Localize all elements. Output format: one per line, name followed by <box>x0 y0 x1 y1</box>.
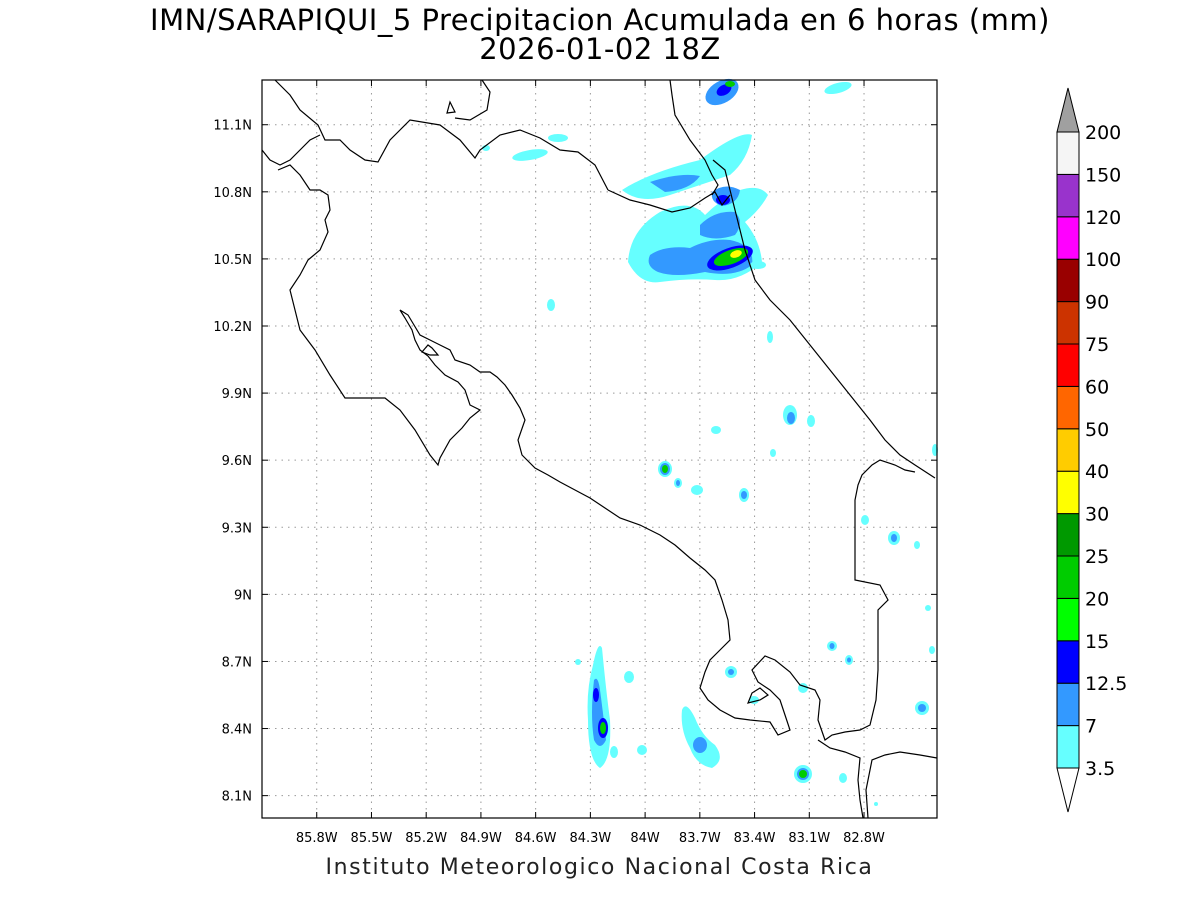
colorbar-swatch <box>1056 216 1080 260</box>
rain-patch-north-top <box>705 78 852 106</box>
lon-tick-label: 85.8W <box>296 831 338 846</box>
lat-tick-label: 8.7N <box>222 655 252 670</box>
colorbar-max-triangle <box>1056 87 1080 133</box>
colorbar-swatch <box>1056 682 1080 727</box>
colorbar-swatch <box>1056 385 1080 430</box>
colorbar-swatch <box>1056 640 1080 684</box>
colorbar-swatch <box>1056 555 1080 599</box>
lon-tick-label: 84.3W <box>569 831 611 846</box>
colorbar-label: 200 <box>1085 122 1121 144</box>
lat-tick-label: 9N <box>234 588 252 603</box>
latitude-axis: 8.1N 8.4N 8.7N 9N 9.3N 9.6N 9.9N 10.2N 10.5N 10.8… <box>213 119 937 805</box>
colorbar-label: 90 <box>1085 292 1109 314</box>
colorbar: 3.5 7 12.5 15 20 25 30 40 50 60 75 90 100 120 150 200 <box>1056 87 1127 813</box>
lat-tick-label: 9.9N <box>222 387 252 402</box>
rain-patch-south <box>575 641 929 806</box>
colorbar-swatch <box>1056 131 1080 175</box>
colorbar-swatch <box>1056 173 1080 218</box>
coastline <box>261 79 938 819</box>
colorbar-label: 40 <box>1085 461 1109 483</box>
map-subtitle: 2026-01-02 18Z <box>479 32 721 66</box>
footer-credit: Instituto Meteorologico Nacional Costa R… <box>325 855 874 880</box>
lon-tick-label: 83.1W <box>788 831 830 846</box>
map-frame <box>261 79 938 819</box>
lat-tick-label: 11.1N <box>213 119 252 134</box>
lon-tick-label: 83.4W <box>734 831 776 846</box>
colorbar-swatch <box>1056 428 1080 472</box>
lat-tick-label: 10.2N <box>213 320 252 335</box>
lat-tick-label: 8.4N <box>222 723 252 738</box>
colorbar-swatch <box>1056 343 1080 387</box>
colorbar-label: 150 <box>1085 164 1121 186</box>
colorbar-swatch <box>1056 258 1080 303</box>
lon-tick-label: 83.7W <box>679 831 721 846</box>
colorbar-label: 120 <box>1085 207 1121 229</box>
colorbar-label: 20 <box>1085 588 1109 610</box>
lon-tick-label: 84.9W <box>460 831 502 846</box>
colorbar-label: 3.5 <box>1085 758 1115 780</box>
lat-tick-label: 9.6N <box>222 454 252 469</box>
lat-tick-label: 8.1N <box>222 790 252 805</box>
colorbar-label: 25 <box>1085 546 1109 568</box>
lat-tick-label: 9.3N <box>222 521 252 536</box>
lon-tick-label: 84W <box>630 831 660 846</box>
lon-tick-label: 85.2W <box>405 831 447 846</box>
lat-tick-label: 10.8N <box>213 186 252 201</box>
colorbar-label: 30 <box>1085 504 1109 526</box>
colorbar-label: 75 <box>1085 334 1109 356</box>
colorbar-swatch <box>1056 597 1080 642</box>
colorbar-swatch <box>1056 513 1080 557</box>
lat-tick-label: 10.5N <box>213 253 252 268</box>
colorbar-label: 60 <box>1085 376 1109 398</box>
colorbar-swatch <box>1056 301 1080 345</box>
colorbar-label: 100 <box>1085 249 1121 271</box>
colorbar-min-triangle <box>1056 767 1080 813</box>
colorbar-swatch <box>1056 470 1080 515</box>
lon-tick-label: 84.6W <box>515 831 557 846</box>
longitude-axis: 85.8W 85.5W 85.2W 84.9W 84.6W 84.3W 84W 83.7W 83… <box>296 80 885 846</box>
colorbar-label: 12.5 <box>1085 673 1127 695</box>
colorbar-label: 15 <box>1085 631 1109 653</box>
rain-patch-main <box>482 134 773 343</box>
precipitation-field <box>482 78 938 806</box>
colorbar-label: 50 <box>1085 419 1109 441</box>
map-title: IMN/SARAPIQUI_5 Precipitacion Acumulada … <box>150 3 1050 37</box>
lon-tick-label: 82.8W <box>843 831 885 846</box>
lon-tick-label: 85.5W <box>351 831 393 846</box>
colorbar-label: 7 <box>1085 716 1097 738</box>
colorbar-swatch <box>1056 725 1080 769</box>
